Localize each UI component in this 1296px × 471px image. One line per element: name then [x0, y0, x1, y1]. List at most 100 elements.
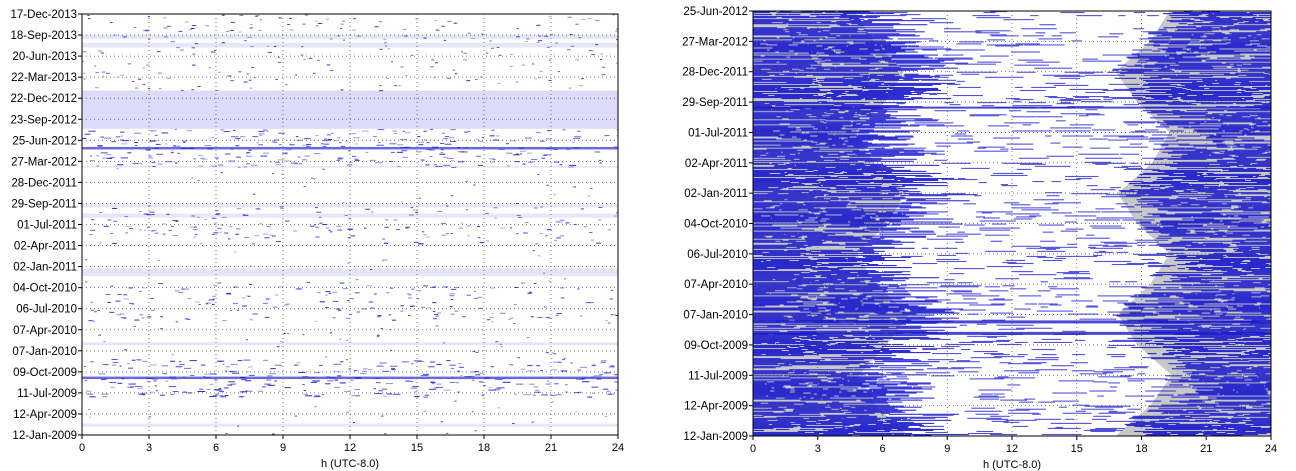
- activity-mark: [382, 259, 385, 261]
- activity-mark: [753, 212, 809, 214]
- activity-mark: [753, 229, 815, 231]
- activity-mark: [893, 338, 910, 340]
- activity-mark: [262, 386, 266, 388]
- activity-mark: [798, 214, 826, 216]
- y-tick-label: 25-Jun-2012: [12, 135, 77, 147]
- activity-mark: [218, 164, 224, 166]
- activity-mark: [325, 356, 328, 358]
- activity-mark: [1158, 29, 1167, 31]
- activity-mark: [858, 181, 914, 183]
- activity-mark: [838, 408, 898, 410]
- activity-mark: [1240, 83, 1271, 85]
- activity-mark: [145, 149, 151, 151]
- activity-mark: [153, 380, 157, 382]
- activity-mark: [805, 396, 877, 398]
- activity-mark: [248, 374, 255, 376]
- activity-mark: [1108, 411, 1136, 413]
- activity-mark: [1253, 105, 1271, 107]
- activity-mark: [345, 317, 350, 319]
- activity-mark: [1101, 211, 1143, 213]
- activity-mark: [753, 177, 796, 180]
- activity-mark: [1086, 234, 1095, 236]
- activity-mark: [1206, 172, 1214, 175]
- activity-mark: [810, 264, 854, 267]
- activity-mark: [802, 208, 821, 210]
- y-tick-label: 12-Jan-2009: [12, 430, 77, 442]
- activity-mark: [116, 167, 119, 169]
- activity-mark: [753, 417, 804, 419]
- activity-mark: [964, 224, 985, 226]
- activity-mark: [975, 32, 1000, 34]
- activity-mark: [1265, 382, 1271, 384]
- activity-mark: [753, 49, 768, 51]
- activity-mark: [1052, 392, 1087, 394]
- activity-mark: [1150, 76, 1190, 78]
- activity-mark: [753, 156, 821, 158]
- activity-mark: [1046, 195, 1060, 197]
- activity-mark: [160, 316, 163, 318]
- activity-mark: [190, 28, 195, 30]
- activity-mark: [1068, 313, 1099, 315]
- activity-mark: [859, 337, 873, 339]
- activity-mark: [1007, 412, 1040, 414]
- activity-mark: [246, 295, 250, 297]
- activity-mark: [393, 132, 397, 134]
- activity-mark: [753, 197, 814, 199]
- activity-mark: [753, 142, 820, 144]
- activity-mark: [1202, 90, 1245, 93]
- activity-mark: [426, 142, 430, 144]
- activity-mark: [610, 365, 615, 367]
- activity-mark: [1264, 76, 1271, 78]
- activity-mark: [152, 378, 158, 380]
- activity-mark: [1134, 130, 1146, 132]
- activity-mark: [884, 48, 952, 50]
- activity-mark: [1266, 158, 1271, 160]
- activity-mark: [753, 380, 822, 382]
- activity-mark: [1135, 204, 1160, 206]
- activity-mark: [1095, 208, 1115, 210]
- activity-mark: [1205, 192, 1268, 194]
- activity-mark: [753, 138, 777, 140]
- activity-mark: [785, 233, 836, 235]
- activity-mark: [828, 310, 900, 312]
- activity-mark: [987, 39, 1006, 41]
- activity-mark: [862, 260, 873, 263]
- activity-mark: [859, 294, 912, 296]
- activity-mark: [797, 294, 821, 296]
- activity-mark: [977, 61, 1002, 63]
- activity-mark: [1129, 417, 1166, 419]
- activity-mark: [753, 44, 767, 46]
- activity-mark: [168, 386, 177, 388]
- activity-mark: [1093, 260, 1132, 263]
- activity-mark: [807, 235, 854, 237]
- activity-mark: [495, 341, 499, 343]
- activity-mark: [128, 367, 134, 369]
- activity-mark: [527, 292, 532, 294]
- activity-mark: [1220, 119, 1271, 121]
- activity-mark: [1030, 15, 1039, 17]
- activity-mark: [336, 35, 341, 37]
- activity-mark: [1169, 384, 1183, 386]
- activity-mark: [858, 307, 926, 309]
- activity-mark: [1219, 163, 1250, 165]
- dense-activity-line: [82, 146, 618, 150]
- activity-mark: [587, 396, 593, 398]
- activity-mark: [99, 242, 102, 244]
- activity-mark: [816, 298, 841, 300]
- activity-mark: [823, 289, 887, 291]
- activity-mark: [942, 162, 971, 164]
- activity-mark: [865, 237, 885, 239]
- activity-mark: [1253, 274, 1271, 276]
- activity-mark: [482, 384, 486, 386]
- activity-mark: [491, 321, 494, 323]
- activity-mark: [282, 152, 288, 154]
- activity-mark: [753, 14, 772, 16]
- activity-mark: [1011, 51, 1041, 53]
- activity-mark: [377, 141, 381, 143]
- activity-mark: [950, 290, 973, 292]
- activity-mark: [846, 143, 915, 145]
- activity-mark: [1254, 349, 1271, 352]
- activity-mark: [1199, 204, 1271, 206]
- activity-mark: [112, 242, 117, 244]
- activity-mark: [1004, 122, 1040, 124]
